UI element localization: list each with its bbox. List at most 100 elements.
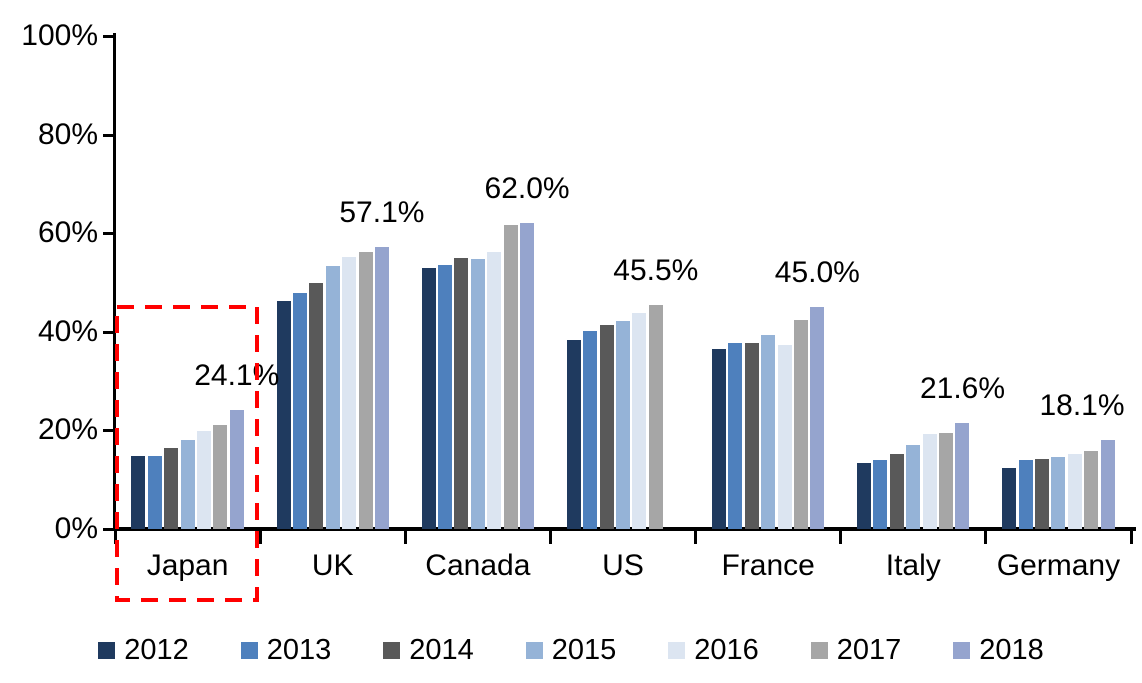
y-tick-label: 40% [37, 314, 98, 348]
bar-france-2018 [810, 307, 825, 529]
x-tick-mark [548, 531, 552, 544]
value-callout: 18.1% [1039, 388, 1125, 422]
legend-marker-2018 [953, 642, 971, 659]
y-tick-mark [103, 133, 114, 137]
bar-uk-2015 [325, 265, 340, 529]
value-callout: 24.1% [194, 359, 280, 393]
x-tick-mark [403, 531, 407, 544]
x-tick-mark [1129, 531, 1133, 544]
legend-item-2012: 2012 [98, 636, 189, 665]
category-label: Canada [425, 549, 531, 582]
bar-us-2015 [616, 321, 630, 529]
legend-label: 2016 [694, 634, 759, 666]
legend-label: 2012 [124, 634, 189, 666]
y-tick-label: 60% [37, 216, 98, 250]
bar-italy-2018 [955, 422, 970, 529]
y-tick-mark [103, 429, 114, 433]
y-axis [113, 33, 116, 531]
legend-item-2016: 2016 [668, 636, 759, 665]
bar-uk-2012 [276, 300, 291, 529]
bar-japan-2015 [180, 439, 195, 529]
bar-france-2017 [793, 319, 808, 529]
category-label: Italy [885, 549, 941, 582]
x-tick-mark [258, 531, 262, 544]
legend-label: 2015 [551, 634, 617, 666]
x-tick-mark [113, 531, 117, 544]
bar-germany-2017 [1084, 450, 1099, 529]
legend-marker-2013 [240, 642, 258, 659]
y-tick-mark [103, 232, 114, 236]
value-callout: 21.6% [919, 371, 1006, 405]
bar-japan-2018 [229, 410, 244, 529]
value-callout: 45.0% [774, 256, 860, 290]
bar-canada-2016 [487, 252, 502, 529]
bar-japan-2012 [131, 456, 146, 529]
bar-italy-2015 [906, 445, 921, 529]
bar-canada-2014 [454, 258, 469, 529]
bar-us-2017 [648, 304, 663, 529]
bar-france-2015 [761, 334, 776, 529]
bar-japan-2014 [164, 448, 179, 529]
legend-item-2017: 2017 [810, 634, 902, 666]
x-axis [113, 527, 1136, 531]
bar-us-2013 [583, 331, 598, 529]
bar-us-2012 [566, 340, 581, 529]
value-callout: 57.1% [339, 196, 425, 230]
bar-uk-2016 [342, 257, 357, 529]
bar-france-2014 [744, 343, 759, 529]
x-tick-mark [839, 531, 843, 544]
value-callout: 62.0% [484, 172, 570, 206]
bar-germany-2018 [1100, 439, 1115, 529]
value-callout: 45.5% [613, 253, 699, 287]
legend-label: 2014 [409, 634, 474, 666]
legend-item-2014: 2014 [383, 636, 474, 665]
bar-japan-2013 [147, 455, 162, 529]
bar-uk-2013 [292, 292, 307, 529]
x-tick-mark [694, 531, 698, 544]
category-label: France [721, 549, 815, 582]
bar-germany-2013 [1018, 460, 1033, 529]
bar-germany-2014 [1035, 458, 1050, 529]
legend: 2012 2013 2014 2015 2016 2017 2018 [0, 636, 1142, 665]
y-tick-mark [103, 528, 114, 531]
y-tick-label: 0% [54, 512, 98, 545]
legend-label: 2013 [266, 634, 332, 666]
bar-germany-2016 [1067, 453, 1082, 529]
y-tick-label: 80% [37, 117, 98, 151]
bar-us-2016 [632, 313, 647, 529]
bar-italy-2016 [922, 434, 937, 529]
bar-canada-2012 [421, 267, 436, 529]
bar-italy-2014 [889, 454, 904, 529]
bar-uk-2014 [309, 282, 324, 529]
legend-item-2013: 2013 [240, 634, 332, 666]
y-tick-mark [103, 35, 114, 38]
legend-marker-2014 [383, 642, 401, 659]
bar-germany-2012 [1002, 467, 1017, 529]
y-tick-mark [103, 330, 114, 334]
bar-france-2016 [777, 344, 792, 529]
bar-italy-2012 [857, 463, 872, 529]
legend-label: 2018 [979, 634, 1044, 666]
legend-label: 2017 [836, 634, 902, 666]
y-tick-label: 20% [37, 413, 98, 447]
bar-canada-2017 [503, 225, 518, 529]
bar-uk-2017 [358, 252, 373, 529]
legend-item-2015: 2015 [525, 634, 617, 666]
y-tick-label: 100% [21, 19, 98, 52]
bar-us-2014 [599, 325, 614, 529]
bar-canada-2013 [438, 264, 453, 529]
bar-italy-2017 [939, 433, 954, 529]
legend-marker-2012 [98, 642, 116, 659]
bar-france-2013 [728, 342, 743, 529]
bar-france-2012 [711, 348, 726, 529]
legend-marker-2015 [525, 642, 543, 659]
legend-item-2018: 2018 [953, 636, 1044, 665]
bar-canada-2018 [520, 223, 535, 529]
category-label: US [602, 549, 644, 582]
bar-italy-2013 [873, 459, 888, 529]
category-label: Japan [146, 549, 229, 582]
x-tick-mark [984, 531, 988, 544]
legend-marker-2016 [668, 642, 686, 659]
bar-germany-2015 [1051, 456, 1066, 529]
